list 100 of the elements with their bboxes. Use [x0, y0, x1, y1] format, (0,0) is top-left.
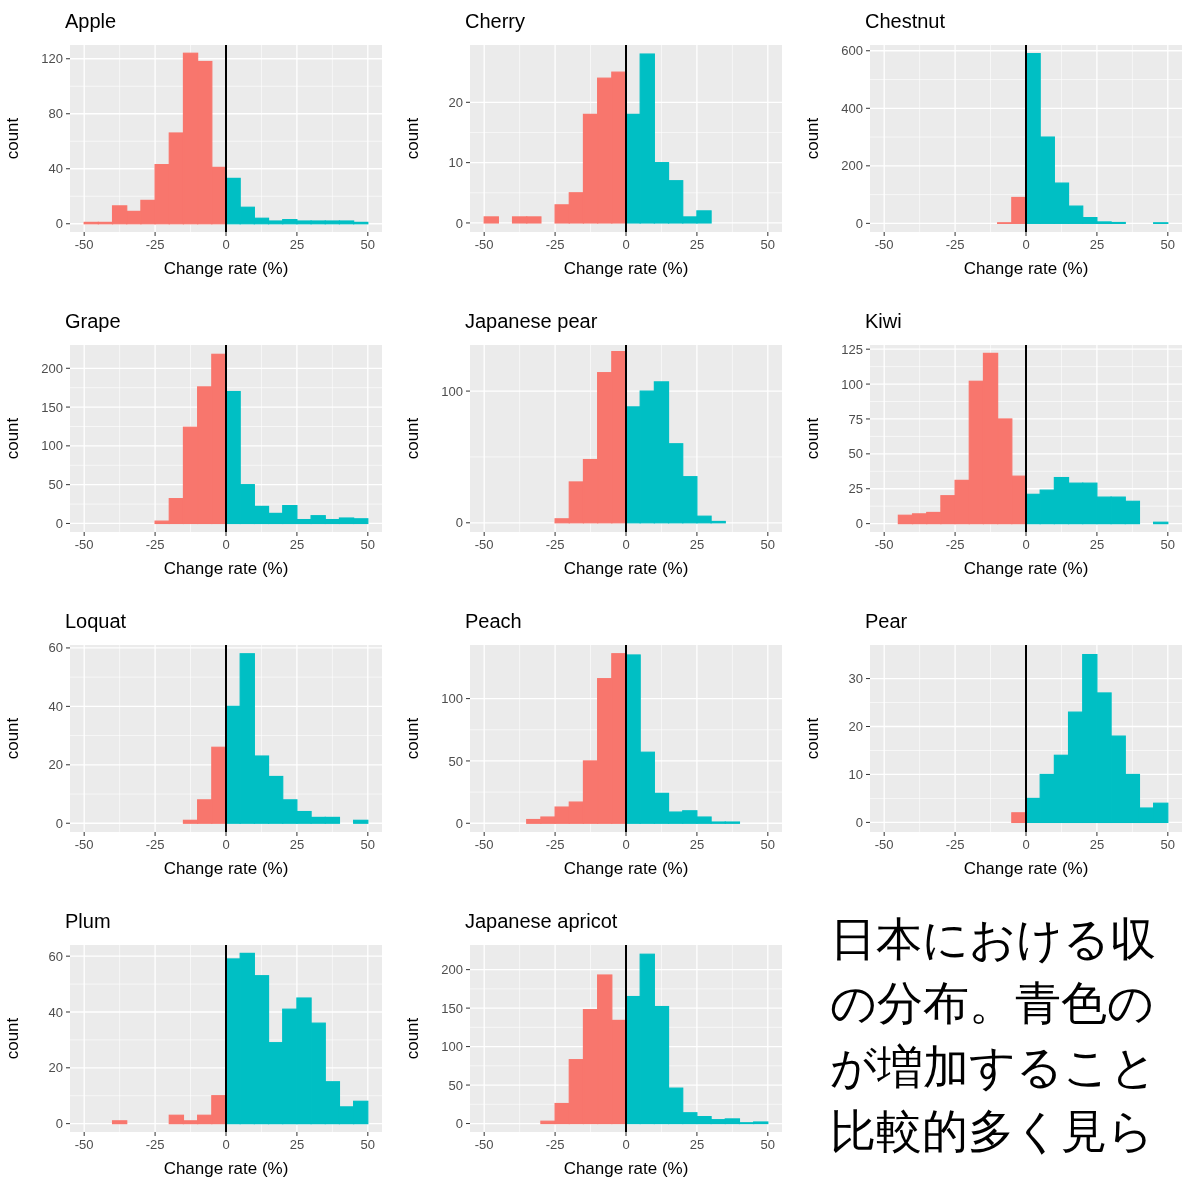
chart-title: Grape	[65, 310, 121, 332]
x-tick-label: 50	[1160, 537, 1176, 552]
x-tick-label: 0	[622, 237, 630, 252]
x-axis-title: Change rate (%)	[163, 259, 289, 278]
x-tick-label: 50	[760, 837, 776, 852]
y-tick-label: 75	[848, 411, 863, 427]
x-tick-label: -25	[145, 537, 165, 552]
chart-title: Apple	[65, 10, 117, 32]
x-tick-label: 0	[622, 1137, 630, 1152]
x-axis-title: Change rate (%)	[563, 859, 689, 878]
x-tick-label: 0	[222, 537, 230, 552]
chart-title: Japanese pear	[465, 310, 598, 332]
x-tick-label: -50	[474, 537, 494, 552]
y-tick-label: 10	[848, 767, 863, 783]
y-tick-label: 0	[455, 215, 463, 231]
y-tick-label: 0	[55, 1116, 63, 1132]
y-axis-title: count	[3, 417, 22, 460]
x-tick-label: 25	[689, 1137, 705, 1152]
y-axis-title: count	[803, 117, 822, 160]
x-tick-label: 0	[622, 537, 630, 552]
y-tick-label: 80	[48, 106, 63, 122]
y-tick-label: 100	[41, 438, 63, 454]
x-tick-label: -50	[474, 237, 494, 252]
y-tick-label: 50	[448, 753, 463, 769]
x-tick-label: -50	[874, 237, 894, 252]
y-tick-label: 50	[48, 477, 63, 493]
y-tick-label: 50	[448, 1077, 463, 1093]
text: の分布。青色の	[830, 977, 1154, 1029]
y-tick-label: 40	[48, 1004, 63, 1020]
y-tick-label: 60	[48, 640, 63, 656]
y-tick-label: 125	[841, 341, 863, 357]
y-tick-label: 0	[55, 516, 63, 532]
y-tick-label: 100	[841, 376, 863, 392]
chart-title: Pear	[865, 610, 908, 632]
x-tick-label: -25	[145, 1137, 165, 1152]
x-tick-label: -25	[945, 237, 965, 252]
x-tick-label: -25	[545, 837, 565, 852]
chart-title: Japanese apricot	[465, 910, 618, 932]
y-tick-label: 40	[48, 161, 63, 177]
y-axis-title: count	[3, 1017, 22, 1060]
y-tick-label: 20	[848, 719, 863, 735]
x-axis-title: Change rate (%)	[163, 859, 289, 878]
x-tick-label: 0	[222, 1137, 230, 1152]
x-tick-label: -25	[145, 837, 165, 852]
y-tick-label: 0	[855, 215, 863, 231]
x-tick-label: 50	[360, 537, 376, 552]
chart-title: Plum	[65, 910, 111, 932]
x-tick-label: -25	[145, 237, 165, 252]
x-tick-label: -50	[874, 837, 894, 852]
x-tick-label: 0	[222, 837, 230, 852]
y-tick-label: 40	[48, 698, 63, 714]
y-axis-title: count	[3, 717, 22, 760]
y-tick-label: 0	[55, 815, 63, 831]
y-tick-label: 0	[855, 516, 863, 532]
chart-title: Kiwi	[865, 310, 902, 332]
x-axis-title: Change rate (%)	[563, 1159, 689, 1178]
x-tick-label: -50	[74, 1137, 94, 1152]
x-tick-label: 50	[760, 537, 776, 552]
x-tick-label: 25	[689, 837, 705, 852]
x-axis-title: Change rate (%)	[963, 859, 1089, 878]
y-tick-label: 25	[848, 481, 863, 497]
y-tick-label: 600	[841, 43, 863, 59]
chart-title: Chestnut	[865, 10, 946, 32]
y-axis-title: count	[3, 117, 22, 160]
y-axis-title: count	[803, 417, 822, 460]
y-tick-label: 0	[455, 1116, 463, 1132]
y-axis-title: count	[403, 1017, 422, 1060]
x-tick-label: -50	[474, 1137, 494, 1152]
y-tick-label: 10	[448, 155, 463, 171]
x-axis-title: Change rate (%)	[163, 559, 289, 578]
x-tick-label: 25	[1089, 537, 1105, 552]
x-tick-label: 0	[622, 837, 630, 852]
y-tick-label: 200	[41, 360, 63, 376]
y-tick-label: 100	[441, 1039, 463, 1055]
y-axis-title: count	[403, 417, 422, 460]
chart-title: Loquat	[65, 610, 127, 632]
x-tick-label: -50	[874, 537, 894, 552]
y-tick-label: 150	[41, 399, 63, 415]
x-tick-label: 0	[222, 237, 230, 252]
text: 比較的多く見ら	[830, 1105, 1154, 1157]
y-tick-label: 0	[55, 216, 63, 232]
x-tick-label: 50	[1160, 237, 1176, 252]
y-tick-label: 100	[441, 691, 463, 707]
y-tick-label: 150	[441, 1000, 463, 1016]
y-tick-label: 20	[48, 1060, 63, 1076]
x-tick-label: -25	[545, 237, 565, 252]
x-tick-label: -50	[74, 237, 94, 252]
x-axis-title: Change rate (%)	[563, 259, 689, 278]
x-tick-label: -25	[545, 537, 565, 552]
y-tick-label: 400	[841, 100, 863, 116]
y-tick-label: 20	[48, 757, 63, 773]
x-tick-label: 25	[289, 1137, 305, 1152]
chart-title: Cherry	[465, 10, 526, 32]
y-axis-title: count	[403, 117, 422, 160]
x-tick-label: 25	[289, 537, 305, 552]
y-tick-label: 200	[841, 158, 863, 174]
y-tick-label: 200	[441, 962, 463, 978]
x-tick-label: 0	[1022, 837, 1030, 852]
x-axis-title: Change rate (%)	[963, 259, 1089, 278]
x-axis-title: Change rate (%)	[563, 559, 689, 578]
